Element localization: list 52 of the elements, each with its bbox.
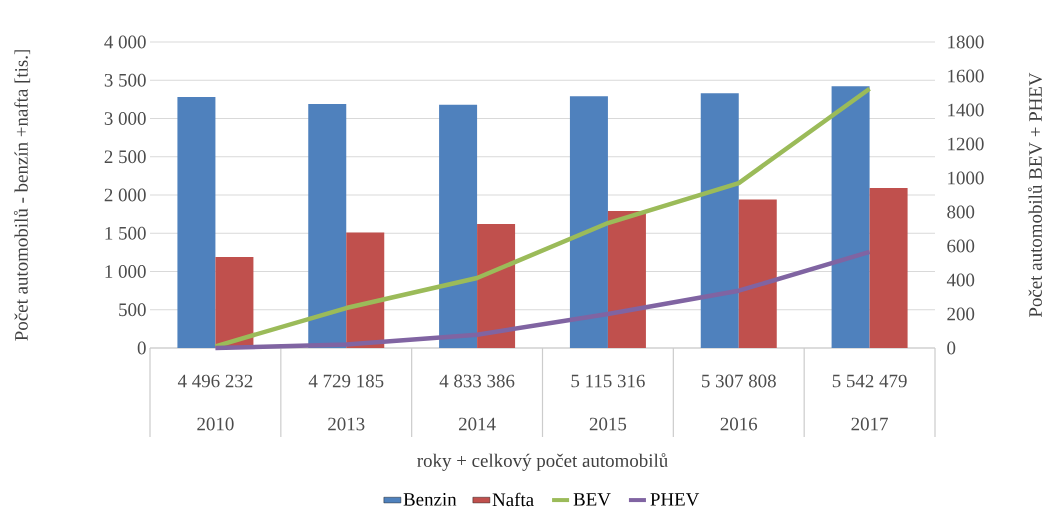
text: 5 542 479: [832, 374, 907, 388]
y2-tick-label: 1800: [948, 35, 984, 49]
legend-label: BEV: [573, 493, 611, 506]
y2-axis-title: Počet automobilů BEV + PHEV: [1028, 72, 1042, 318]
line-series: [213, 249, 872, 351]
y-tick-label: 3 500: [104, 73, 146, 87]
bar: [308, 103, 347, 348]
text: 4 729 185: [308, 374, 384, 388]
x-tick-label: 2013: [328, 417, 365, 431]
y2-tick-label: 200: [947, 307, 975, 321]
y-tick-label: 1 500: [105, 226, 146, 240]
x-tick-label: 2015: [589, 417, 627, 431]
y2-tick-label: 1400: [948, 103, 984, 117]
y-tick-label: 2 500: [104, 150, 146, 164]
bar: [607, 211, 646, 348]
y-tick-label: 500: [119, 303, 146, 317]
x-tick-label: 2014: [458, 417, 496, 431]
x-tick-label: 2016: [720, 417, 758, 431]
y2-tick-label: 1000: [948, 171, 984, 185]
legend-label: PHEV: [650, 493, 700, 506]
text: 4 496 232: [177, 374, 253, 388]
bar: [439, 104, 478, 348]
y-tick-label: 0: [137, 341, 146, 355]
bar: [569, 96, 608, 348]
x-axis-title: roky + celkový počet automobilů: [417, 453, 668, 471]
bar: [346, 232, 385, 348]
y2-tick-label: 600: [947, 239, 975, 253]
y2-tick-label: 1600: [948, 69, 984, 83]
text: 4 833 386: [439, 374, 515, 388]
bar: [738, 199, 777, 348]
y-tick-label: 1 000: [105, 265, 146, 278]
text: 5 307 808: [701, 374, 776, 388]
y-tick-label: 2 000: [104, 188, 146, 202]
line-series: [213, 86, 872, 349]
y-axis-title: Počet automobilů - benzín +nafta [tis.]: [13, 50, 31, 341]
text: 5 115 316: [571, 374, 645, 388]
y-tick-label: 4 000: [104, 35, 146, 49]
bar: [477, 224, 516, 348]
y2-tick-label: 400: [946, 273, 975, 287]
x-tick-label: 2010: [197, 417, 234, 431]
bar: [177, 97, 216, 348]
x-tick-label: 2017: [851, 417, 888, 431]
legend-label: Benzin: [403, 493, 457, 506]
legend-label: Nafta: [492, 492, 534, 507]
y2-tick-label: 800: [947, 205, 975, 219]
y2-tick-label: 0: [947, 341, 956, 355]
bar: [831, 86, 870, 348]
y-tick-label: 3 000: [104, 112, 146, 125]
bar: [700, 93, 739, 348]
bar: [869, 188, 908, 348]
y2-tick-label: 1200: [948, 137, 984, 151]
bar: [215, 256, 254, 348]
